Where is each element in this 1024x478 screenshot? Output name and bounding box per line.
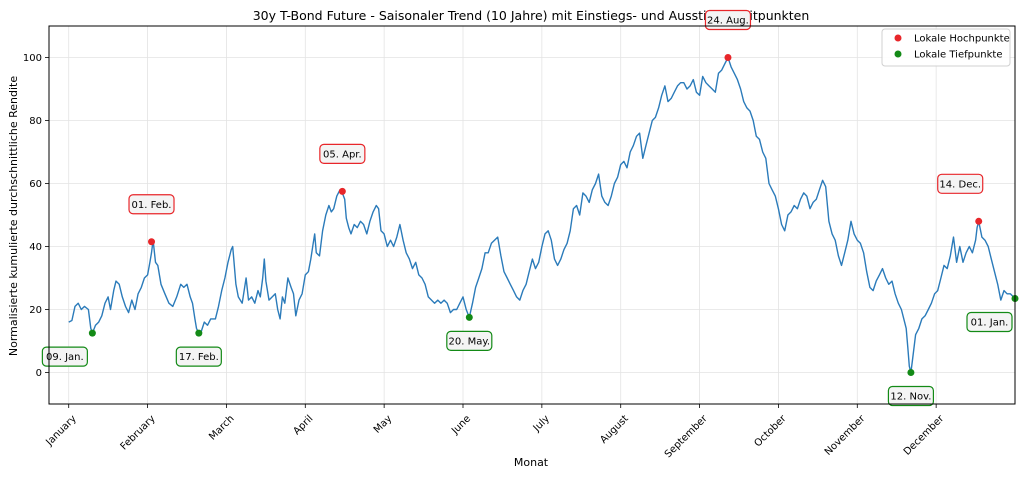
trough-annotation-label: 17. Feb. xyxy=(179,352,219,363)
trough-annotation: 09. Jan. xyxy=(41,346,88,367)
x-tick-label: April xyxy=(291,413,315,437)
x-tick-label: February xyxy=(119,413,158,452)
peak-marker xyxy=(724,54,732,61)
peak-annotation-box xyxy=(319,143,366,164)
x-tick-label: August xyxy=(598,413,631,446)
peak-annotation: 05. Apr. xyxy=(319,143,366,164)
trough-marker xyxy=(465,313,473,321)
y-tick-labels: 0 20 40 60 80 100 xyxy=(23,53,49,379)
trough-annotation: 17. Feb. xyxy=(175,346,222,367)
x-tick-label: July xyxy=(531,413,552,434)
peak-annotation-label: 24. Aug. xyxy=(707,16,749,27)
peak-marker xyxy=(975,217,983,225)
legend-trough-marker xyxy=(894,50,902,58)
x-tick-label: March xyxy=(207,413,236,442)
peak-marker xyxy=(148,238,156,246)
legend-trough-label: Lokale Tiefpunkte xyxy=(914,50,1003,61)
series-line-path xyxy=(68,56,1018,374)
trough-annotation: 01. Jan. xyxy=(966,311,1013,333)
peak-annotation-box xyxy=(937,173,984,194)
peak-marker xyxy=(338,187,346,195)
x-axis-title: Monat xyxy=(514,456,549,469)
trough-annotation-label: 12. Nov. xyxy=(890,392,931,403)
trough-marker xyxy=(195,329,203,337)
peak-annotation: 01. Feb. xyxy=(128,194,175,215)
y-tick-label: 80 xyxy=(29,116,42,127)
y-tick-label: 60 xyxy=(29,179,42,190)
trough-marker xyxy=(88,329,96,337)
trough-annotation-label: 20. May. xyxy=(449,336,491,347)
x-tick-label: November xyxy=(823,413,868,458)
x-tick-label: October xyxy=(752,413,789,450)
legend: Lokale Hochpunkte Lokale Tiefpunkte xyxy=(881,28,1011,67)
x-tick-label: June xyxy=(449,413,473,437)
legend-box xyxy=(881,28,1011,67)
trough-annotation: 20. May. xyxy=(446,330,493,351)
peak-annotation-label: 01. Feb. xyxy=(132,200,172,211)
legend-peak-marker xyxy=(894,34,902,42)
y-tick-label: 20 xyxy=(29,305,42,316)
y-tick-label: 40 xyxy=(29,242,42,253)
x-tick-label: January xyxy=(44,413,79,448)
trough-annotation-box xyxy=(175,346,222,367)
y-tick-label: 0 xyxy=(36,368,42,379)
y-gridlines xyxy=(49,57,1015,373)
x-tick-labels: January February March April May June July Augu… xyxy=(44,404,947,460)
trough-annotation: 12. Nov. xyxy=(887,385,935,407)
peak-annotation: 24. Aug. xyxy=(704,9,752,31)
legend-peak-label: Lokale Hochpunkte xyxy=(914,34,1010,45)
trough-annotation-label: 01. Jan. xyxy=(971,317,1009,328)
peak-annotation-label: 14. Dec. xyxy=(939,179,981,190)
annotations: 01. Feb. 05. Apr. 24. Aug. 14. Dec. 09. Jan.… xyxy=(41,9,1013,407)
series-line xyxy=(68,56,1018,374)
trough-annotation-box xyxy=(887,385,935,407)
trough-markers xyxy=(88,294,1019,376)
x-tick-label: May xyxy=(372,413,394,435)
trough-annotation-box xyxy=(446,330,493,351)
x-tick-label: December xyxy=(902,413,947,458)
peak-markers xyxy=(148,54,983,246)
peak-annotation: 14. Dec. xyxy=(937,173,984,194)
y-axis-title: Normalisierte kumulierte durchschnittlic… xyxy=(7,76,20,356)
peak-annotation-box xyxy=(704,9,752,31)
y-tick-label: 100 xyxy=(23,53,42,64)
peak-annotation-box xyxy=(128,194,175,215)
trough-marker xyxy=(907,369,915,376)
trough-annotation-label: 09. Jan. xyxy=(46,352,84,363)
chart-title: 30y T-Bond Future - Saisonaler Trend (10… xyxy=(253,8,810,23)
trough-annotation-box xyxy=(41,346,88,367)
trough-annotation-box xyxy=(966,311,1013,333)
plot-frame xyxy=(48,25,1016,405)
peak-annotation-label: 05. Apr. xyxy=(323,149,362,160)
x-tick-label: September xyxy=(663,413,710,460)
